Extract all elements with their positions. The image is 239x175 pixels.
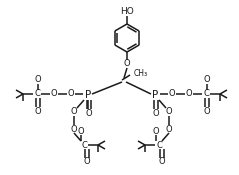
Text: O: O [204, 107, 210, 116]
Text: O: O [204, 75, 210, 85]
Text: P: P [85, 90, 91, 100]
Text: HO: HO [120, 6, 134, 16]
Text: O: O [124, 60, 130, 68]
Text: C: C [81, 141, 87, 149]
Text: O: O [153, 127, 159, 135]
Text: CH₃: CH₃ [134, 69, 148, 79]
Text: O: O [186, 89, 192, 99]
Text: O: O [35, 75, 41, 85]
Text: O: O [153, 108, 159, 117]
Text: O: O [68, 89, 74, 99]
Text: O: O [51, 89, 57, 99]
Text: P: P [152, 90, 158, 100]
Text: O: O [166, 107, 172, 117]
Text: O: O [86, 108, 92, 117]
Text: O: O [71, 107, 77, 117]
Text: C: C [203, 89, 209, 99]
Text: C: C [156, 141, 162, 149]
Text: O: O [84, 158, 90, 166]
Text: C: C [34, 89, 40, 99]
Text: O: O [35, 107, 41, 116]
Text: O: O [159, 158, 165, 166]
Text: O: O [166, 124, 172, 134]
Text: O: O [78, 127, 84, 135]
Text: O: O [71, 124, 77, 134]
Text: O: O [169, 89, 175, 99]
